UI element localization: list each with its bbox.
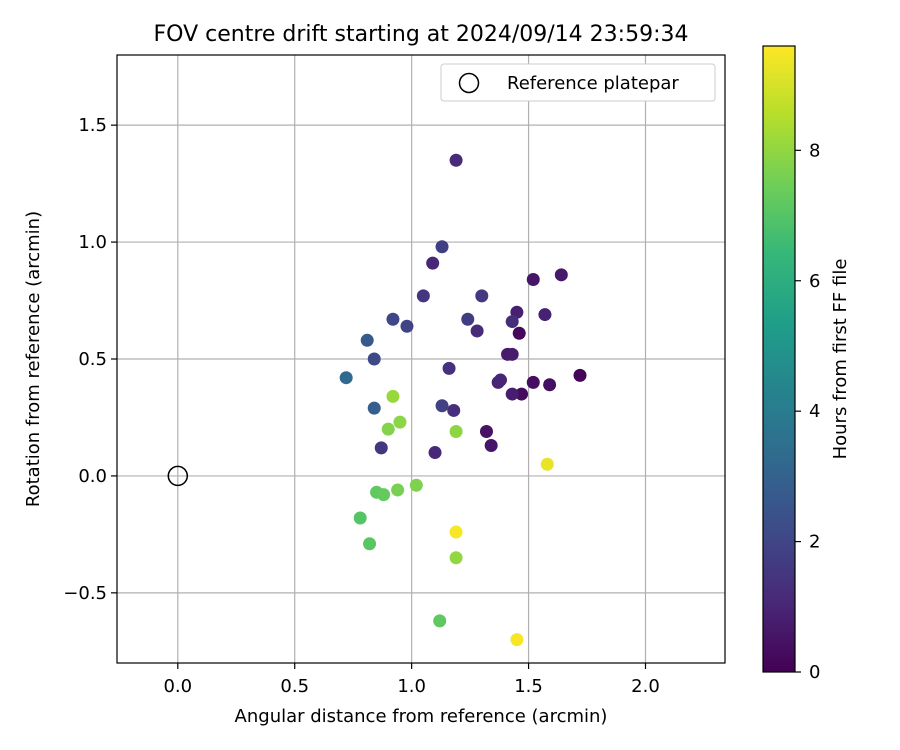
data-point [526,375,540,389]
data-point [353,511,367,525]
data-point [543,378,557,392]
data-point [386,389,400,403]
legend-label-reference-platepar: Reference platepar [507,73,679,94]
x-tick-label: 1.0 [397,676,426,697]
colorbar-gradient [763,46,795,672]
data-point [381,422,395,436]
data-point [435,240,449,254]
data-point [505,347,519,361]
data-point [433,614,447,628]
y-tick-label: 1.5 [78,115,107,136]
data-point [573,368,587,382]
data-point [409,478,423,492]
data-point [367,352,381,366]
data-point [510,633,524,647]
colorbar-tick-label: 2 [809,532,820,553]
data-point [484,439,498,453]
chart-title: FOV centre drift starting at 2024/09/14 … [154,22,689,47]
data-point [449,424,463,438]
x-tick-label: 0.5 [280,676,309,697]
data-point [449,525,463,539]
x-tick-label: 1.5 [514,676,543,697]
y-tick-label: 0.0 [78,466,107,487]
data-point [479,424,493,438]
data-point [367,401,381,415]
data-point [554,268,568,282]
colorbar-frame [762,45,796,673]
data-point [400,319,414,333]
data-point [447,403,461,417]
data-point [538,308,552,322]
colorbar-tick-label: 8 [809,140,820,161]
data-point [470,324,484,338]
data-points [339,153,587,647]
data-point [505,387,519,401]
colorbar-ticks: 0 2 4 6 8 [795,140,820,683]
legend-marker-open-circle [458,72,480,94]
grid-lines [117,55,725,663]
data-point [426,256,440,270]
data-point [494,373,508,387]
data-point [526,272,540,286]
data-point [505,315,519,329]
reference-platepar-marker [167,465,189,487]
data-point [540,457,554,471]
data-point [374,441,388,455]
data-point [515,387,529,401]
data-point [461,312,475,326]
y-axis-label: Rotation from reference (arcmin) [23,211,44,507]
data-point [449,551,463,565]
data-point [512,326,526,340]
legend-box [440,63,716,102]
data-point [442,361,456,375]
y-axis-ticks: −0.5 0.0 0.5 1.0 1.5 [63,115,117,604]
x-tick-label: 0.0 [163,676,192,697]
data-point [435,399,449,413]
colorbar: 0 2 4 6 8 Hours from first FF file [762,45,851,683]
data-point [393,415,407,429]
y-tick-label: 1.0 [78,232,107,253]
colorbar-tick-label: 4 [809,401,820,422]
x-axis-ticks: 0.0 0.5 1.0 1.5 2.0 [163,663,660,697]
data-point [339,371,353,385]
colorbar-tick-label: 6 [809,271,820,292]
legend: Reference platepar [440,63,716,102]
data-point [449,153,463,167]
data-point [363,537,377,551]
colorbar-label: Hours from first FF file [830,259,851,460]
y-tick-label: 0.5 [78,349,107,370]
colorbar-tick-label: 0 [809,662,820,683]
data-point [428,446,442,460]
data-point [377,488,391,502]
data-point [475,289,489,303]
data-point [391,483,405,497]
data-point [386,312,400,326]
x-axis-label: Angular distance from reference (arcmin) [235,706,608,727]
x-tick-label: 2.0 [631,676,660,697]
data-point [360,333,374,347]
data-point [416,289,430,303]
y-tick-label: −0.5 [63,583,107,604]
